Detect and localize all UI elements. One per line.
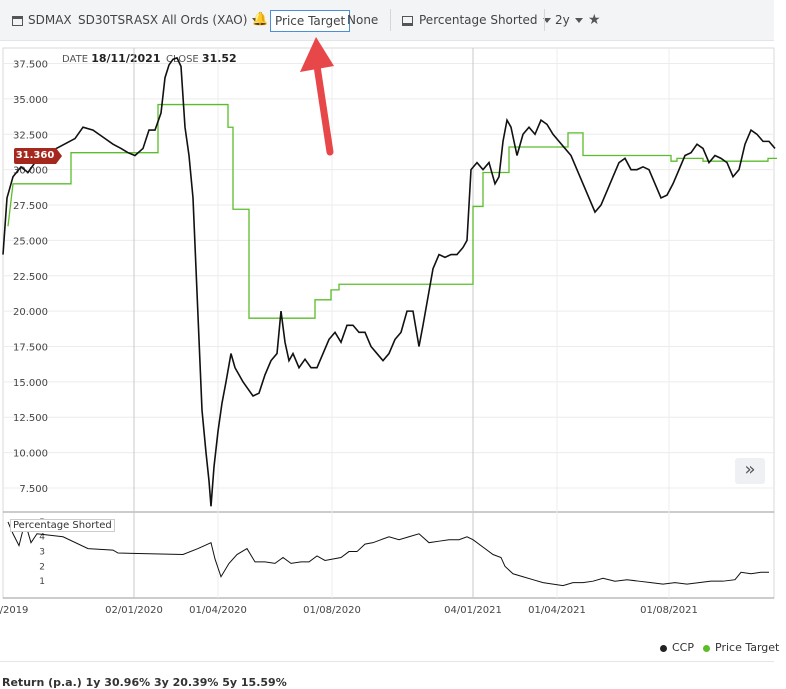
close-readout: CLOSE 31.52 — [166, 52, 237, 65]
lower-y-tick-label: 2 — [39, 562, 45, 572]
y-tick-label: 37.500 — [13, 60, 48, 71]
toolbar-divider — [544, 9, 545, 31]
toolbar-item-sdmax: SDMAX — [28, 13, 72, 27]
divider — [0, 661, 774, 662]
y-tick-label: 17.500 — [13, 342, 48, 353]
date-readout: DATE 18/11/2021 — [62, 52, 160, 65]
legend-ccp[interactable]: CCP — [660, 641, 694, 654]
x-tick-label: 02/01/2020 — [105, 605, 163, 616]
chevron-down-icon — [252, 18, 261, 23]
percentage-shorted-line — [7, 520, 769, 587]
percentage-shorted-panel-label: Percentage Shorted — [10, 519, 115, 532]
y-tick-label: 22.500 — [13, 272, 48, 283]
y-tick-label: 25.000 — [13, 236, 48, 247]
annotation-arrow — [300, 37, 334, 156]
y-tick-label: 30.000 — [13, 166, 48, 177]
price-target-line — [7, 103, 777, 319]
range-label: 2y — [555, 13, 570, 27]
toolbar-item-sd30tsr[interactable]: SD30TSR — [78, 13, 134, 27]
index-dropdown-label: ASX All Ords (XAO) — [134, 13, 248, 27]
lower-y-tick-label: 4 — [39, 533, 45, 543]
y-tick-label: 7.500 — [19, 484, 48, 495]
y-tick-label: 15.000 — [13, 378, 48, 389]
bell-icon[interactable]: 🔔 — [252, 12, 269, 27]
y-tick-label: 35.000 — [13, 95, 48, 106]
index-dropdown[interactable]: ASX All Ords (XAO) — [134, 8, 261, 32]
close-value: 31.52 — [201, 52, 237, 65]
legend-ccp-label: CCP — [672, 641, 694, 654]
star-icon[interactable]: ★ — [588, 12, 601, 28]
legend-price-target[interactable]: Price Target — [703, 641, 779, 654]
y-tick-label: 27.500 — [13, 201, 48, 212]
y-tick-label: 12.500 — [13, 413, 48, 424]
expand-chevron-icon[interactable]: » — [735, 458, 765, 484]
chevron-down-icon — [574, 18, 583, 23]
price-target-button[interactable]: Price Target — [270, 10, 351, 32]
ccp-price-line — [2, 56, 776, 507]
legend-price-target-swatch — [703, 644, 710, 652]
x-tick-label: 01/04/2021 — [528, 605, 586, 616]
chart-type-button[interactable]: SDMAX — [12, 8, 72, 32]
chevron-down-icon — [542, 18, 551, 23]
close-label: CLOSE — [166, 54, 199, 65]
x-tick-label: 01/08/2020 — [303, 605, 361, 616]
y-tick-label: 10.000 — [13, 449, 48, 460]
lower-y-tick-label: 3 — [39, 548, 45, 558]
x-tick-label: 01/04/2020 — [189, 605, 247, 616]
x-tick-label: /2019 — [0, 605, 28, 616]
legend-price-target-label: Price Target — [715, 641, 780, 654]
range-dropdown[interactable]: 2y — [555, 8, 583, 32]
chart-frame — [2, 47, 775, 599]
y-tick-label: 32.500 — [13, 130, 48, 141]
lower-y-tick-label: 1 — [39, 577, 45, 587]
toolbar-divider — [390, 9, 391, 31]
current-price-tag: 31.360 — [14, 148, 62, 164]
toolbar: SDMAX SD30TSR ASX All Ords (XAO) 🔔 Price… — [0, 0, 774, 41]
percentage-shorted-dropdown[interactable]: Percentage Shorted — [402, 8, 551, 32]
date-value: 18/11/2021 — [91, 52, 161, 65]
panel-icon — [402, 15, 413, 26]
x-tick-label: 01/08/2021 — [640, 605, 698, 616]
x-tick-label: 04/01/2021 — [444, 605, 502, 616]
legend-ccp-swatch — [660, 644, 667, 652]
none-option[interactable]: None — [347, 13, 379, 27]
percentage-shorted-label: Percentage Shorted — [419, 13, 538, 27]
returns-row: Return (p.a.) 1y 30.96% 3y 20.39% 5y 15.… — [2, 676, 287, 689]
y-tick-label: 20.000 — [13, 307, 48, 318]
chart-icon — [12, 15, 23, 26]
date-label: DATE — [62, 54, 89, 65]
